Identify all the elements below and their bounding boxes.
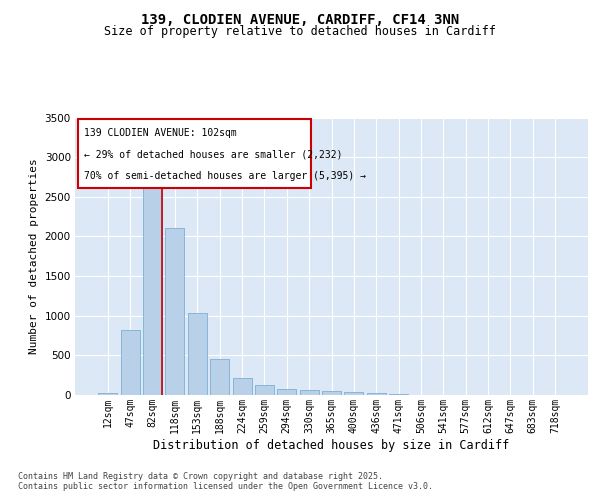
Bar	[188, 312, 207, 395]
Bar	[121, 330, 140, 395]
Text: Size of property relative to detached houses in Cardiff: Size of property relative to detached ho…	[104, 25, 496, 38]
Bar	[299, 390, 319, 395]
Text: ← 29% of detached houses are smaller (2,232): ← 29% of detached houses are smaller (2,…	[84, 150, 342, 160]
Bar	[344, 392, 364, 395]
FancyBboxPatch shape	[77, 120, 311, 188]
Bar	[233, 378, 251, 395]
Bar	[277, 388, 296, 395]
X-axis label: Distribution of detached houses by size in Cardiff: Distribution of detached houses by size …	[154, 438, 509, 452]
Bar	[255, 384, 274, 395]
Text: Contains public sector information licensed under the Open Government Licence v3: Contains public sector information licen…	[18, 482, 433, 491]
Text: Contains HM Land Registry data © Crown copyright and database right 2025.: Contains HM Land Registry data © Crown c…	[18, 472, 383, 481]
Bar	[322, 390, 341, 395]
Text: 70% of semi-detached houses are larger (5,395) →: 70% of semi-detached houses are larger (…	[84, 171, 366, 181]
Y-axis label: Number of detached properties: Number of detached properties	[29, 158, 39, 354]
Bar	[166, 228, 184, 395]
Bar	[389, 394, 408, 395]
Text: 139 CLODIEN AVENUE: 102sqm: 139 CLODIEN AVENUE: 102sqm	[84, 128, 236, 138]
Bar	[143, 177, 162, 395]
Text: 139, CLODIEN AVENUE, CARDIFF, CF14 3NN: 139, CLODIEN AVENUE, CARDIFF, CF14 3NN	[141, 12, 459, 26]
Bar	[367, 394, 386, 395]
Bar	[98, 394, 118, 395]
Bar	[210, 360, 229, 395]
